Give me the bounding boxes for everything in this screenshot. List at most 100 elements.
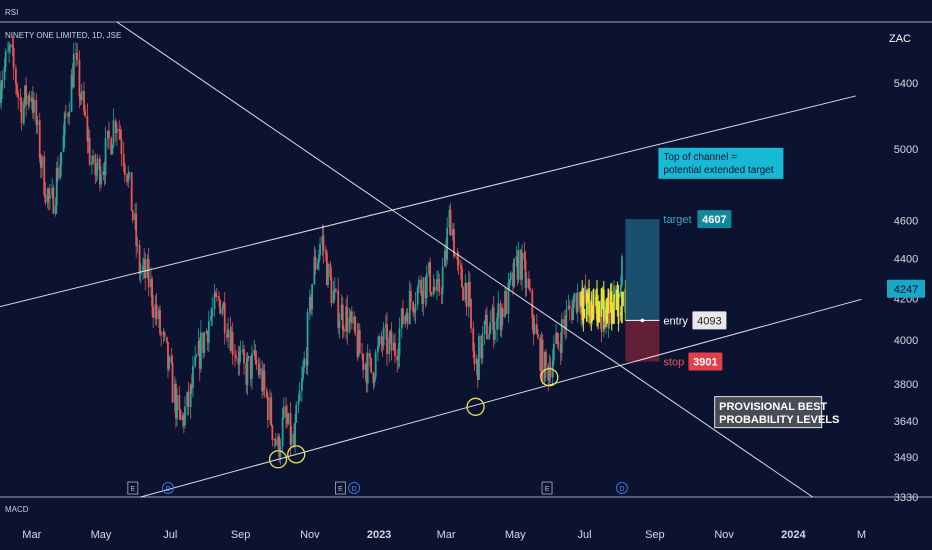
candle-body — [348, 317, 351, 332]
candle-body — [235, 356, 237, 358]
candle-body — [111, 145, 114, 155]
candle-body — [14, 68, 17, 85]
candle-body — [565, 308, 568, 328]
time-tick-label: May — [505, 529, 526, 541]
candle-body — [9, 44, 12, 48]
time-axis[interactable]: Mar May Jul Sep Nov 2023 Mar May Jul Sep Nov 2024 M — [22, 529, 866, 541]
candle-body — [547, 365, 550, 381]
long-position-tool[interactable]: target 4607 entry 4093 stop 3901 — [625, 210, 732, 371]
candle-body — [386, 324, 388, 355]
candle-body — [576, 292, 579, 312]
candle-body — [25, 85, 28, 105]
time-tick-label: Mar — [22, 529, 41, 541]
candle-body — [438, 279, 441, 293]
candle-body — [353, 316, 356, 324]
candle-body — [249, 356, 252, 379]
candle-body — [325, 252, 328, 286]
candle-body — [604, 307, 606, 325]
candle-body — [389, 331, 392, 338]
candle-body — [223, 302, 226, 334]
candle-body — [306, 312, 309, 366]
trendlines-group[interactable] — [0, 21, 862, 498]
candle-body — [167, 342, 169, 369]
candle-body — [428, 262, 430, 274]
stop-label: stop — [663, 357, 684, 369]
channel-upper-line[interactable] — [0, 95, 856, 309]
candle-body — [507, 282, 510, 314]
candle-body — [508, 279, 511, 283]
loss-zone[interactable] — [625, 320, 660, 362]
candle-body — [337, 290, 340, 328]
candle-body — [270, 397, 273, 426]
price-tick-label: 5000 — [894, 144, 918, 156]
candle-body — [87, 138, 90, 142]
macd-pane-label[interactable]: MACD — [5, 505, 29, 514]
candle-body — [243, 349, 245, 364]
rsi-pane-label[interactable]: RSI — [5, 8, 18, 17]
channel-note-box[interactable] — [658, 147, 784, 179]
candle-body — [1, 79, 4, 90]
candle-body — [76, 53, 79, 60]
candle-body — [38, 120, 41, 159]
candle-body — [184, 406, 186, 426]
candle-body — [127, 173, 130, 182]
candle-body — [96, 158, 99, 171]
candle-body — [512, 272, 514, 287]
candle-body — [75, 53, 77, 55]
candle-body — [207, 320, 210, 343]
candle-body — [231, 332, 234, 356]
candle-body — [390, 331, 393, 351]
candle-body — [83, 91, 85, 111]
candle-body — [468, 281, 471, 300]
last-price-badge[interactable] — [887, 279, 925, 298]
profit-zone[interactable] — [625, 219, 660, 321]
time-tick-label: Sep — [645, 529, 665, 541]
candle-body — [472, 328, 475, 352]
target-price: 4607 — [702, 214, 726, 226]
candle-body — [210, 316, 213, 321]
candle-body — [552, 343, 555, 361]
candle-body — [163, 332, 166, 337]
candle-body — [211, 309, 214, 317]
candle-body — [273, 439, 276, 441]
dividend-marker[interactable] — [615, 482, 628, 494]
candle-body — [179, 410, 182, 420]
projected-body — [598, 301, 601, 323]
candle-body — [548, 366, 551, 381]
candle-body — [255, 359, 258, 364]
candle-body — [229, 329, 232, 351]
candle-body — [484, 314, 487, 321]
candle-body — [580, 307, 583, 315]
annotations-group[interactable]: Top of channel = potential extended targe… — [658, 147, 839, 429]
candle-body — [539, 337, 542, 371]
price-axis[interactable]: 5400500046004400420040003800364034903330… — [887, 78, 925, 504]
time-tick-label: Mar — [437, 529, 456, 541]
candle-body — [432, 286, 435, 295]
swing-low-circle — [287, 445, 306, 464]
swing-low-markers — [268, 368, 559, 469]
candle-body — [218, 296, 220, 301]
candle-body — [300, 378, 303, 391]
candle-body — [54, 205, 57, 214]
candle-body — [619, 284, 622, 295]
candle-body — [497, 303, 500, 318]
projected-body — [580, 291, 582, 307]
candle-body — [373, 377, 376, 383]
candle-body — [64, 113, 67, 115]
last-price-value: 4247 — [894, 284, 918, 296]
dividend-marker[interactable] — [348, 482, 361, 494]
earnings-marker[interactable] — [541, 481, 553, 495]
dividend-marker[interactable] — [161, 482, 174, 494]
candle-body — [600, 307, 603, 332]
projected-body — [617, 293, 620, 324]
candle-body — [128, 172, 131, 174]
candle-body — [281, 417, 284, 447]
earnings-marker[interactable] — [127, 481, 139, 495]
time-tick-label: Jul — [163, 529, 177, 541]
channel-lower-line[interactable] — [140, 298, 862, 498]
descending-trendline[interactable] — [116, 21, 813, 498]
earnings-marker[interactable] — [334, 481, 346, 495]
